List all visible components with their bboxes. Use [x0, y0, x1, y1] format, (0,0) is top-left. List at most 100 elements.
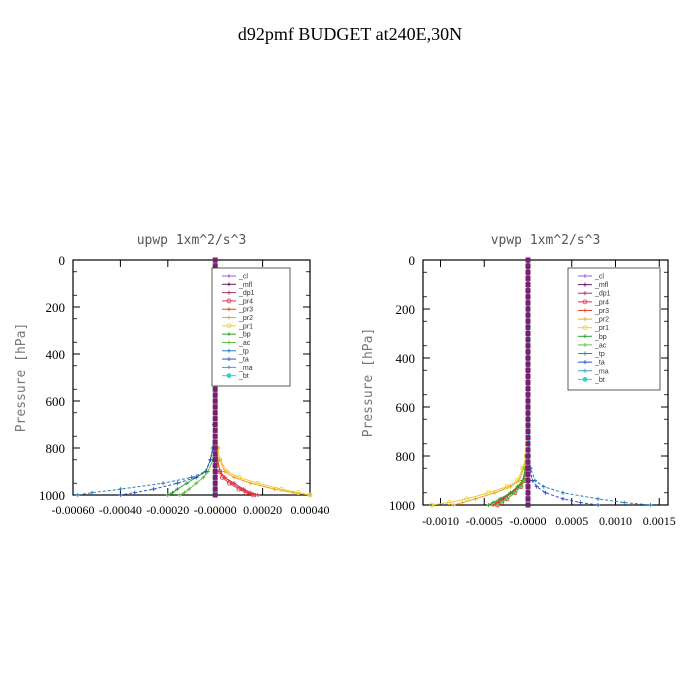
zero-column-marker — [525, 459, 531, 465]
data-point — [182, 490, 187, 495]
data-point — [561, 490, 565, 495]
series-line — [453, 260, 529, 506]
legend-box — [567, 267, 661, 391]
data-point — [460, 500, 465, 505]
data-point — [227, 315, 231, 320]
data-point — [596, 496, 600, 501]
series-line — [431, 260, 529, 506]
series-pr1 — [429, 257, 531, 508]
data-point — [486, 490, 492, 496]
series-line — [120, 260, 216, 496]
y-tick-label: 0 — [59, 253, 66, 268]
zero-column-marker — [212, 427, 218, 433]
y-tick-label: 600 — [396, 400, 416, 415]
x-tick-label: -0.00020 — [146, 503, 189, 517]
zero-column-marker — [525, 275, 531, 281]
zero-column-marker — [212, 474, 218, 480]
zero-column-marker — [525, 269, 531, 275]
zero-column-marker — [212, 422, 218, 427]
data-point — [582, 376, 588, 382]
zero-column-marker — [525, 263, 531, 269]
data-point — [248, 481, 253, 486]
zero-column-marker — [212, 451, 218, 457]
data-point — [279, 486, 284, 492]
zero-column-marker — [525, 435, 531, 441]
zero-column-marker — [525, 349, 531, 355]
zero-column-marker — [212, 480, 218, 486]
data-point — [622, 500, 627, 505]
figure-title: d92pmf BUDGET at240E,30N — [238, 24, 462, 44]
zero-column-marker — [212, 439, 218, 445]
y-axis-label: Pressure [hPa] — [14, 323, 29, 433]
x-tick-label: -0.0010 — [422, 514, 459, 528]
data-point — [118, 487, 123, 492]
series-ta — [118, 258, 218, 497]
data-point — [530, 478, 535, 483]
data-point — [583, 360, 587, 365]
zero-column-marker — [525, 484, 531, 490]
zero-column-marker — [212, 457, 218, 463]
data-point — [227, 348, 231, 353]
legend-label: _ta — [238, 357, 249, 364]
data-point — [189, 475, 194, 480]
zero-column-marker — [525, 343, 531, 349]
zero-column-marker — [212, 433, 218, 439]
zero-column-marker — [525, 404, 531, 410]
x-tick-label: -0.00000 — [194, 503, 237, 517]
data-point — [118, 493, 123, 497]
legend-label: _pr2 — [594, 317, 609, 324]
zero-column-marker — [525, 471, 531, 477]
zero-column-marker — [212, 410, 218, 416]
data-point — [583, 351, 587, 356]
plot-frame — [422, 259, 669, 506]
panel-upwp: upwp 1xm^2/s^3 Pressure [hPa] 0 200 400 600 80… — [14, 233, 330, 517]
zero-column-marker — [212, 486, 218, 492]
x-tick-label: 0.0010 — [599, 514, 632, 528]
data-point — [583, 274, 587, 278]
zero-column-marker — [525, 324, 531, 330]
legend-label: _pr4 — [594, 299, 609, 306]
zero-column-marker — [212, 492, 218, 498]
data-point — [534, 484, 539, 489]
data-point — [226, 298, 232, 304]
data-point — [295, 490, 301, 496]
data-point — [194, 475, 199, 480]
data-point — [512, 490, 517, 495]
x-tick-label: 0.0005 — [555, 514, 588, 528]
data-point — [246, 490, 251, 495]
zero-column-marker — [525, 373, 531, 379]
data-point — [236, 474, 242, 480]
data-point — [583, 282, 587, 287]
zero-column-marker — [525, 361, 531, 367]
data-point — [543, 490, 548, 495]
data-point — [486, 503, 491, 507]
zero-column-marker — [525, 355, 531, 361]
data-point — [498, 496, 502, 501]
data-point — [227, 307, 231, 312]
zero-column-marker — [212, 392, 218, 398]
y-axis-label: Pressure [hPa] — [361, 328, 376, 438]
zero-column-marker — [525, 502, 531, 508]
data-point — [451, 503, 456, 507]
legend-label: _pr3 — [238, 307, 253, 314]
data-point — [582, 325, 588, 331]
zero-column-marker — [525, 257, 531, 263]
data-point — [175, 487, 180, 492]
data-point — [227, 332, 231, 337]
data-point — [519, 484, 523, 489]
legend-label: _cl — [238, 274, 248, 281]
data-point — [505, 496, 509, 501]
data-point — [491, 500, 495, 505]
data-point — [222, 475, 227, 480]
data-point — [504, 484, 510, 490]
zero-column-marker — [525, 398, 531, 404]
data-point — [151, 487, 156, 492]
legend-label: _ma — [594, 368, 609, 375]
x-tick-label: 0.00020 — [243, 503, 282, 517]
data-point — [508, 490, 513, 495]
series-line — [167, 260, 216, 496]
zero-column-marker — [212, 386, 218, 392]
zero-column-marker — [525, 367, 531, 373]
zero-column-marker — [525, 294, 531, 300]
data-point — [227, 282, 231, 287]
